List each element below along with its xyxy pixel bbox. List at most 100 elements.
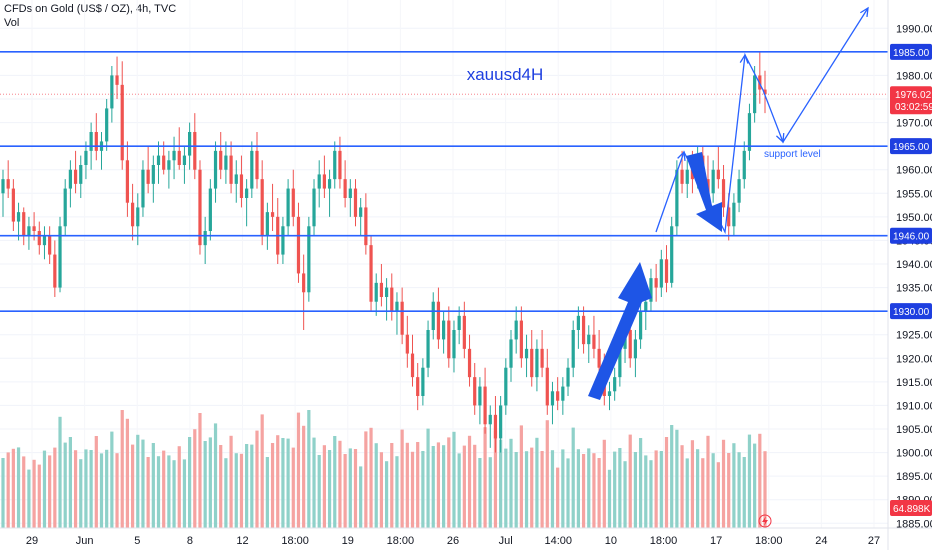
candle-body <box>322 174 326 189</box>
candle-body <box>732 202 736 227</box>
volume-bar <box>747 434 752 528</box>
candle-body <box>141 169 145 208</box>
time-tick-label: 18:00 <box>387 535 415 547</box>
volume-bar <box>566 458 570 528</box>
candle-body <box>524 348 529 359</box>
candle-body <box>203 231 207 246</box>
volume-bar <box>291 447 295 528</box>
volume-bar <box>659 451 663 528</box>
volume-bar <box>125 418 130 528</box>
candle-body <box>400 301 404 335</box>
candle-body <box>576 315 580 330</box>
arrowhead <box>775 132 785 144</box>
volume-bar <box>763 451 767 528</box>
volume-bar <box>84 449 88 528</box>
volume-bar <box>753 443 757 528</box>
volume-bar <box>618 448 622 528</box>
trend-drawings <box>588 6 869 400</box>
candle-body <box>172 150 176 161</box>
volume-bar <box>628 434 632 528</box>
time-tick-label: 24 <box>815 535 827 547</box>
candle-body <box>592 334 596 349</box>
volume-bar <box>504 448 508 528</box>
volume-bar <box>312 437 316 528</box>
candle-body <box>644 301 648 312</box>
candle-body <box>136 207 140 227</box>
candle-body <box>410 353 415 378</box>
candle-body <box>224 155 228 170</box>
volume-bar <box>685 458 689 528</box>
volume-bar <box>302 425 306 528</box>
candle-body <box>255 150 259 180</box>
volume-bar <box>540 451 544 528</box>
candle-body <box>747 113 752 151</box>
price-tick-label: 1895.00 <box>896 471 932 483</box>
volume-bar <box>37 464 41 528</box>
candle-body <box>664 259 669 283</box>
volume-bar <box>281 438 285 528</box>
time-tick-label: 29 <box>26 535 38 547</box>
volume-bar <box>452 431 456 528</box>
volume-bar <box>524 451 529 528</box>
volume-bar <box>250 444 254 528</box>
candle-body <box>514 320 518 340</box>
price-tick-label: 1960.00 <box>896 165 932 177</box>
volume-bar <box>172 460 176 528</box>
candle-body <box>327 179 332 189</box>
price-tick-label: 1920.00 <box>896 353 932 365</box>
candle-body <box>638 311 643 340</box>
candle-body <box>721 179 726 208</box>
level-tag <box>890 138 932 155</box>
volume-bar <box>742 457 746 528</box>
volume-bar <box>327 450 332 528</box>
volume-bar <box>136 434 140 528</box>
volume-bar <box>167 455 171 528</box>
candle-body <box>84 150 88 165</box>
candle-body <box>94 132 98 151</box>
volume-bar <box>447 437 451 528</box>
candle-body <box>379 282 384 297</box>
volume-bar <box>711 453 715 528</box>
candle-body <box>431 301 435 330</box>
flash-icon[interactable] <box>758 514 772 528</box>
time-tick-label: 8 <box>187 535 193 547</box>
volume-bar <box>758 433 762 528</box>
price-tick-label: 1900.00 <box>896 448 932 460</box>
candle-body <box>504 367 508 406</box>
candle-body <box>457 315 461 330</box>
volume-bar <box>333 436 337 528</box>
volume-bar <box>701 458 705 528</box>
volume-bar <box>146 457 150 528</box>
candle-body <box>37 231 41 246</box>
candle-body <box>488 414 492 425</box>
time-axis: 29 Jun 5 8 12 18:00 19 18:00 26 Jul 14:00 10 18:00 17… <box>26 535 880 547</box>
candle-body <box>550 391 555 406</box>
candle-body <box>675 169 679 227</box>
candle-body <box>426 330 430 368</box>
candle-body <box>556 391 560 401</box>
volume-bar <box>670 425 674 528</box>
volume-bar <box>400 429 404 528</box>
candle-body <box>79 165 83 184</box>
volume-bar <box>162 450 166 528</box>
volume-bar <box>467 435 472 528</box>
candle-body <box>535 348 539 378</box>
candle-body <box>561 386 565 401</box>
volume-bar <box>384 461 389 528</box>
volume-bar <box>239 453 244 528</box>
volume-bar <box>32 459 36 528</box>
volume-bar <box>286 438 290 528</box>
volume-bar <box>436 442 441 528</box>
volume-bar <box>22 456 26 528</box>
volume-bar <box>649 460 653 528</box>
candle-body <box>571 330 575 368</box>
volume-bar <box>431 446 435 528</box>
volume-bar <box>16 447 21 528</box>
volume-bar <box>276 435 280 528</box>
candle-body <box>6 179 10 189</box>
candle-body <box>146 169 150 184</box>
candle-body <box>618 348 622 378</box>
volume-bar <box>623 461 627 528</box>
volume-bar <box>27 469 31 528</box>
